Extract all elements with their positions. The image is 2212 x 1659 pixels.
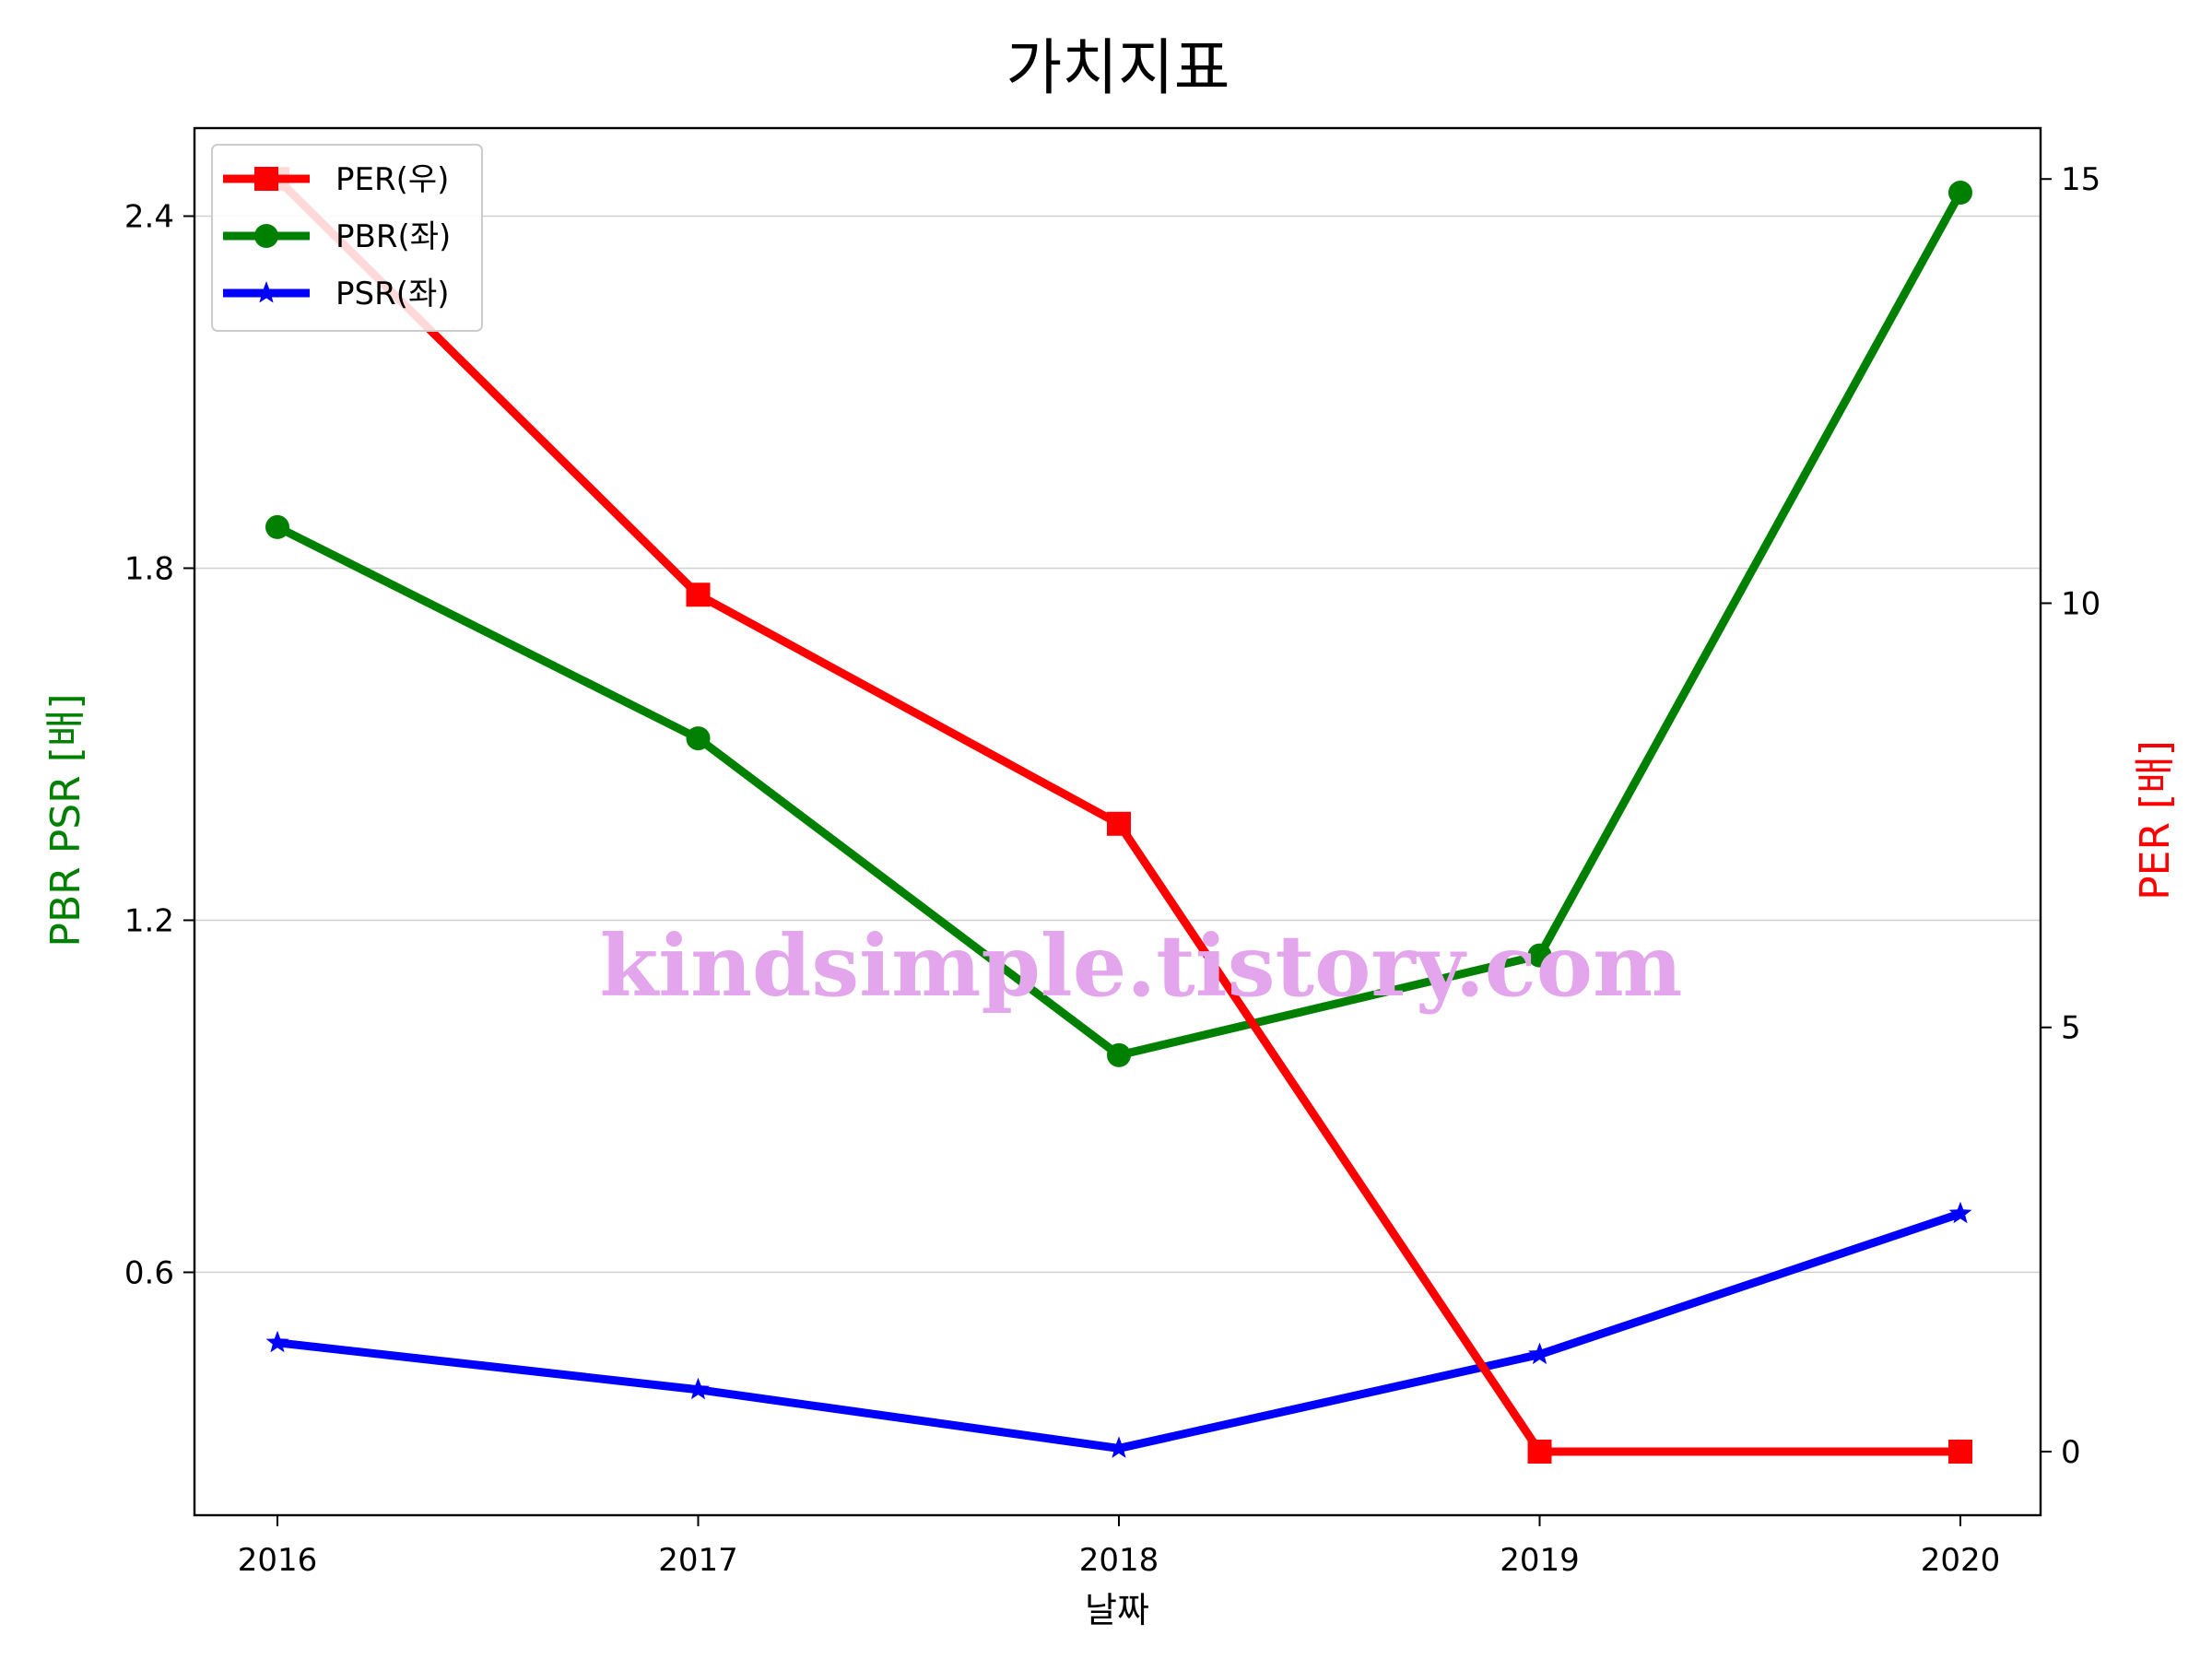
watermark: kindsimple.tistory.com bbox=[599, 916, 1682, 1016]
x-axis-label: 날짜 bbox=[1085, 1590, 1149, 1630]
right-tick-label: 5 bbox=[2061, 1010, 2081, 1047]
data-point bbox=[265, 1330, 289, 1353]
right-tick-label: 10 bbox=[2061, 585, 2100, 622]
right-y-axis: 0 5 10 15 bbox=[2041, 161, 2100, 1471]
x-tick-label: 2017 bbox=[658, 1542, 738, 1579]
data-point bbox=[1948, 1201, 1972, 1224]
data-point bbox=[1948, 181, 1972, 206]
data-point bbox=[686, 582, 711, 607]
chart-title: 가치지표 bbox=[1006, 32, 1230, 103]
left-y-axis-label: PBR PSR [배] bbox=[42, 693, 89, 947]
legend-marker bbox=[254, 167, 278, 191]
legend-label: PBR(좌) bbox=[335, 218, 451, 255]
x-tick-label: 2020 bbox=[1921, 1542, 2001, 1579]
x-tick-label: 2018 bbox=[1079, 1542, 1159, 1579]
left-tick-label: 1.2 bbox=[124, 902, 174, 939]
data-point bbox=[265, 514, 289, 539]
x-axis: 2016 2017 2018 2019 2020 bbox=[238, 1515, 2001, 1579]
x-tick-label: 2019 bbox=[1500, 1542, 1580, 1579]
series-circle bbox=[265, 181, 1972, 1067]
data-point bbox=[1107, 1436, 1131, 1458]
legend-frame bbox=[211, 144, 483, 332]
data-point bbox=[1527, 1439, 1552, 1464]
legend-item: PER(우) bbox=[223, 161, 449, 198]
left-y-axis: 0.6 1.2 1.8 2.4 bbox=[124, 198, 194, 1291]
plot-frame bbox=[193, 126, 2042, 1517]
legend-label: PER(우) bbox=[335, 161, 449, 198]
right-tick-label: 15 bbox=[2061, 161, 2100, 198]
gridlines bbox=[194, 215, 2041, 1274]
data-point bbox=[1107, 1042, 1131, 1067]
data-point bbox=[687, 1377, 710, 1400]
legend-marker bbox=[254, 281, 278, 303]
series-star bbox=[265, 1201, 1972, 1458]
legend-marker bbox=[254, 224, 278, 248]
left-tick-label: 1.8 bbox=[124, 550, 174, 587]
left-tick-label: 2.4 bbox=[124, 198, 174, 235]
data-point bbox=[1107, 811, 1131, 836]
right-y-axis-label: PER [배] bbox=[2132, 740, 2179, 900]
legend-item: PBR(좌) bbox=[223, 218, 451, 255]
data-point bbox=[1528, 1342, 1551, 1365]
legend-item: PSR(좌) bbox=[223, 276, 450, 312]
data-point bbox=[1948, 1439, 1972, 1464]
data-point bbox=[686, 726, 711, 751]
data-point bbox=[1527, 943, 1552, 968]
left-tick-label: 0.6 bbox=[124, 1254, 174, 1291]
x-tick-label: 2016 bbox=[238, 1542, 318, 1579]
legend-label: PSR(좌) bbox=[335, 276, 450, 312]
legend: PER(우) PBR(좌) PSR(좌) bbox=[211, 144, 483, 332]
right-tick-label: 0 bbox=[2061, 1434, 2081, 1471]
